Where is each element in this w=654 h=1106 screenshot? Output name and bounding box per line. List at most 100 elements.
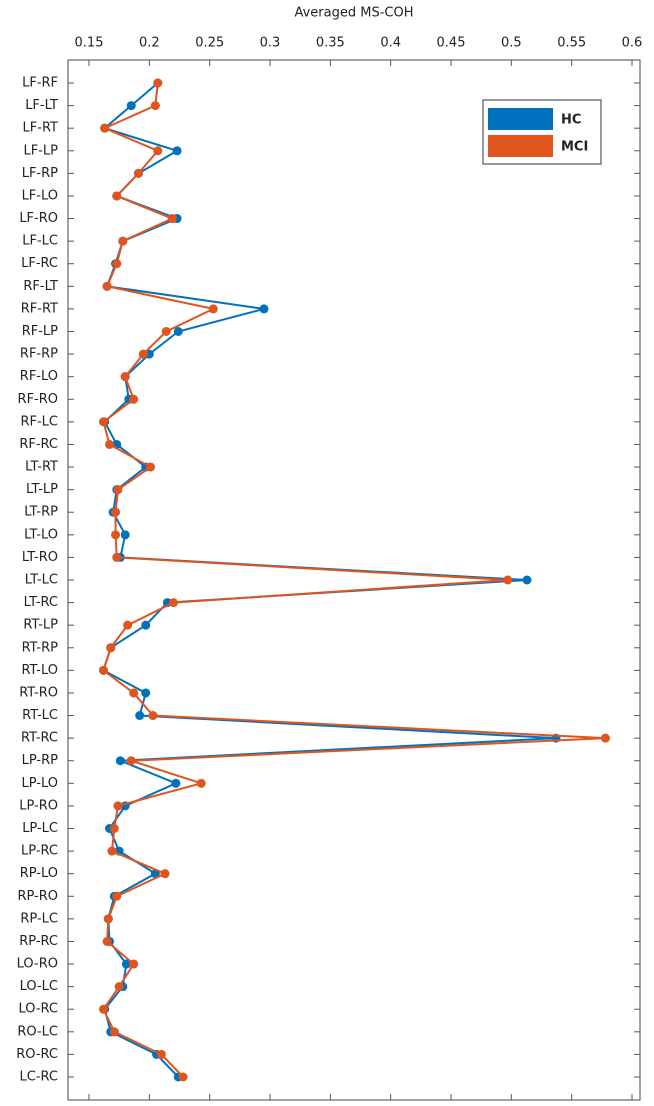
data-point: [522, 575, 532, 585]
x-tick-label: 0.35: [316, 36, 345, 51]
data-point: [100, 123, 110, 133]
y-tick-label: RF-RO: [18, 392, 58, 407]
data-point: [129, 394, 139, 404]
x-axis-title: Averaged MS-COH: [294, 6, 413, 21]
data-point: [141, 620, 151, 630]
y-tick-label: RP-LC: [20, 911, 58, 926]
y-tick-label: LT-RO: [22, 550, 58, 565]
plot-frame: [67, 59, 641, 1101]
data-point: [111, 507, 121, 517]
y-tick-label: RF-RT: [21, 301, 58, 316]
y-tick-label: LF-LO: [22, 188, 58, 203]
data-point: [172, 146, 182, 156]
y-tick-label: RT-RO: [19, 685, 58, 700]
data-point: [150, 101, 160, 111]
data-point: [133, 168, 143, 178]
x-tick-label: 0.6: [622, 36, 643, 51]
y-tick-label: LP-LC: [22, 821, 58, 836]
y-tick-label: RF-LP: [22, 324, 58, 339]
data-point: [98, 1004, 108, 1014]
data-point: [178, 1072, 188, 1082]
data-point: [196, 778, 206, 788]
y-tick-label: LT-LP: [26, 482, 58, 497]
data-point: [113, 801, 123, 811]
legend-label: HC: [561, 113, 581, 128]
y-tick-label: LT-RP: [24, 505, 58, 520]
data-point: [111, 530, 121, 540]
data-point: [98, 417, 108, 427]
y-tick-label: RF-LC: [20, 414, 58, 429]
y-tick-label: RT-LP: [23, 618, 58, 633]
data-point: [171, 778, 181, 788]
data-point: [114, 982, 124, 992]
y-tick-label: LF-RT: [23, 121, 58, 136]
data-point: [123, 620, 133, 630]
data-point: [98, 665, 108, 675]
x-tick-label: 0.2: [139, 36, 160, 51]
y-tick-label: LO-RC: [18, 1002, 58, 1017]
data-point: [135, 711, 145, 721]
y-tick-label: RF-LO: [20, 369, 58, 384]
data-point: [120, 530, 130, 540]
y-tick-label: RP-LO: [20, 866, 58, 881]
data-point: [503, 575, 513, 585]
data-point: [168, 598, 178, 608]
data-point: [600, 733, 610, 743]
y-tick-label: LF-LP: [24, 143, 59, 158]
data-point: [153, 146, 163, 156]
y-tick-label: LC-RC: [20, 1070, 58, 1085]
y-tick-label: LO-LC: [20, 979, 58, 994]
legend-swatch: [488, 108, 553, 130]
data-point: [115, 756, 125, 766]
series-line: [102, 82, 557, 1078]
data-point: [126, 756, 136, 766]
data-point: [156, 1049, 166, 1059]
data-point: [120, 372, 130, 382]
data-point: [208, 304, 218, 314]
y-tick-label: RP-RO: [17, 889, 58, 904]
legend-swatch: [488, 135, 553, 157]
y-tick-label: LO-RO: [17, 957, 58, 972]
data-point: [148, 711, 158, 721]
data-point: [103, 914, 113, 924]
x-tick-label: 0.45: [437, 36, 466, 51]
data-point: [160, 869, 170, 879]
data-point: [161, 327, 171, 336]
y-tick-label: RF-LT: [23, 279, 58, 294]
x-tick-label: 0.25: [195, 36, 224, 51]
y-tick-label: LP-RO: [19, 798, 58, 813]
data-point: [106, 643, 116, 653]
y-tick-label: RP-RC: [19, 934, 58, 949]
data-point: [146, 462, 156, 472]
data-point: [109, 1027, 119, 1037]
y-tick-label: RT-RP: [22, 640, 59, 655]
data-point: [102, 936, 112, 946]
data-point: [129, 688, 139, 698]
y-tick-label: RT-LO: [21, 663, 58, 678]
data-point: [105, 439, 115, 449]
y-tick-label: RF-RC: [19, 437, 58, 452]
data-point: [153, 78, 163, 88]
data-point: [112, 259, 122, 269]
y-tick-label: LT-RT: [25, 460, 58, 475]
data-point: [107, 846, 117, 856]
y-tick-label: RO-RC: [16, 1047, 58, 1062]
y-tick-label: RO-LC: [17, 1024, 58, 1039]
data-point: [113, 485, 123, 495]
y-tick-label: LF-LC: [22, 234, 58, 249]
legend-label: MCI: [561, 140, 588, 155]
y-tick-label: LF-RP: [22, 166, 58, 181]
y-tick-label: RT-LC: [22, 708, 58, 723]
y-tick-label: LF-RF: [22, 76, 58, 91]
data-point: [121, 959, 131, 969]
data-point: [141, 688, 151, 698]
y-tick-label: LT-LO: [24, 527, 58, 542]
x-tick-label: 0.4: [380, 36, 401, 51]
data-point: [112, 191, 122, 201]
y-tick-label: LT-RC: [24, 595, 58, 610]
x-tick-label: 0.5: [501, 36, 522, 51]
data-point: [129, 959, 139, 969]
x-tick-label: 0.55: [557, 36, 586, 51]
y-tick-label: LF-LT: [25, 98, 58, 113]
